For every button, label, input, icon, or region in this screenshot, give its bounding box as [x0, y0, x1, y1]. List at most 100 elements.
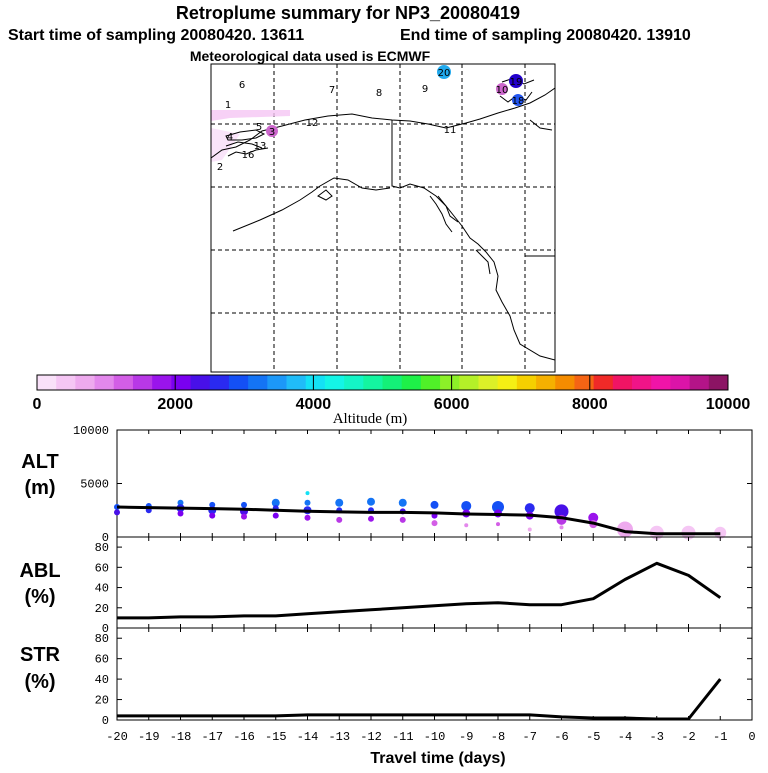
marker-dot — [512, 94, 524, 106]
map-marker: 18 — [512, 94, 524, 107]
x-tick-label: -9 — [459, 730, 473, 744]
map-marker: 12 — [306, 118, 319, 129]
marker-label: 7 — [329, 85, 335, 96]
x-tick-label: -11 — [392, 730, 414, 744]
colorbar-tick-label: 8000 — [572, 396, 608, 413]
marker-dot — [496, 83, 508, 95]
x-tick-label: -17 — [201, 730, 223, 744]
colorbar-swatch — [689, 375, 710, 390]
altitude-point — [209, 501, 216, 508]
altitude-point — [304, 499, 311, 506]
colorbar-swatch — [94, 375, 115, 390]
y-tick-label: 20 — [95, 602, 109, 616]
altitude-point — [336, 516, 343, 523]
altitude-point — [559, 525, 564, 530]
x-tick-label: -6 — [554, 730, 568, 744]
x-tick-label: -15 — [265, 730, 287, 744]
map-marker: 9 — [422, 84, 428, 95]
map-marker: 13 — [254, 141, 267, 152]
end-time-label: End time of sampling 20080420. 13910 — [400, 27, 691, 44]
altitude-point — [305, 491, 310, 496]
y-tick-label: 80 — [95, 632, 109, 646]
colorbar-swatch — [440, 375, 460, 390]
altitude-point — [398, 498, 407, 507]
marker-label: 3 — [269, 127, 275, 138]
colorbar-swatch — [420, 375, 441, 390]
x-tick-label: 0 — [748, 730, 755, 744]
x-tick-label: -18 — [170, 730, 192, 744]
altitude-point — [367, 497, 375, 506]
colorbar-swatch — [248, 375, 268, 390]
marker-label: 19 — [510, 77, 523, 88]
colorbar-swatch — [171, 375, 191, 390]
x-tick-label: -2 — [681, 730, 695, 744]
altitude-point — [271, 498, 280, 507]
y-tick-label: 20 — [95, 694, 109, 708]
marker-label: 10 — [496, 85, 509, 96]
marker-label: 20 — [438, 68, 451, 79]
y-tick-label: 40 — [95, 673, 109, 687]
colorbar-swatch — [37, 375, 57, 390]
y-tick-label: 10000 — [73, 424, 109, 438]
colorbar-swatch — [132, 375, 153, 390]
panel-abl: ABL (%) 0 20 40 60 80 — [19, 536, 753, 636]
colorbar-swatch — [209, 375, 230, 390]
x-tick-label: -7 — [523, 730, 537, 744]
altitude-point — [241, 501, 247, 508]
figure-title: Retroplume summary for NP3_20080419 — [176, 3, 520, 23]
plume-wash-west — [211, 128, 240, 162]
altitude-point — [461, 500, 472, 511]
colorbar-swatch — [56, 375, 76, 390]
y-tick-label: 60 — [95, 561, 109, 575]
altitude-point — [588, 512, 599, 523]
colorbar-swatch — [152, 375, 172, 390]
altitude-point — [617, 521, 633, 538]
map-marker: 19 — [509, 74, 523, 88]
colorbar-swatch — [267, 375, 287, 390]
altitude-point — [554, 504, 569, 519]
x-tick-label: -4 — [618, 730, 632, 744]
colorbar-swatch — [344, 375, 364, 390]
colorbar-tick-label: 6000 — [434, 396, 470, 413]
colorbar-ticks: 0 2000 4000 6000 8000 10000 — [33, 375, 751, 413]
altitude-point — [464, 523, 469, 528]
colorbar-tick-label: 0 — [33, 396, 42, 413]
altitude-point — [496, 522, 500, 527]
altitude-colorbar — [36, 374, 729, 391]
x-tick-label: -1 — [713, 730, 727, 744]
colorbar-tick-label: 2000 — [157, 396, 193, 413]
y-tick-label: 80 — [95, 541, 109, 555]
colorbar-swatch — [708, 375, 729, 390]
marker-dot — [266, 125, 278, 137]
marker-label: 2 — [217, 162, 223, 173]
x-tick-label: -20 — [106, 730, 128, 744]
panel-ylabel: (%) — [24, 586, 55, 608]
colorbar-tick-label: 10000 — [706, 396, 751, 413]
marker-dot — [437, 65, 451, 79]
map-marker: 8 — [376, 88, 382, 99]
altitude-point — [368, 515, 374, 522]
colorbar-swatch — [612, 375, 633, 390]
altitude-point — [492, 501, 504, 514]
x-tick-label: -10 — [424, 730, 446, 744]
panel-ylabel: (m) — [24, 477, 55, 499]
panel-alt: ALT (m) 0 5000 10000 — [21, 424, 753, 545]
colorbar-swatch — [363, 375, 383, 390]
marker-label: 12 — [306, 118, 319, 129]
panel-frame — [116, 627, 753, 721]
altitude-point — [304, 514, 311, 521]
colorbar-swatch — [574, 375, 595, 390]
panel-frame — [116, 536, 753, 629]
x-tick-label: -5 — [586, 730, 600, 744]
panel-ylabel: (%) — [24, 671, 55, 693]
map-marker: 1 — [225, 100, 231, 111]
altitude-point — [177, 499, 184, 506]
x-axis-label: Travel time (days) — [370, 750, 505, 767]
colorbar-swatch — [305, 375, 326, 390]
map-marker: 3 — [266, 125, 278, 138]
colorbar-swatch — [382, 375, 403, 390]
altitude-point — [430, 500, 439, 509]
series-line — [117, 561, 722, 620]
